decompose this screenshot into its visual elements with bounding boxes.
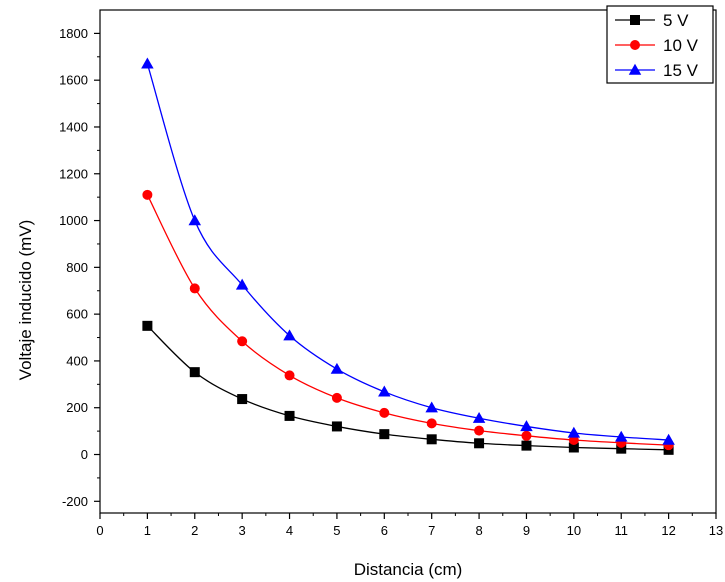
data-point-circle (331, 392, 342, 403)
data-point-square (474, 438, 485, 449)
data-point-triangle (188, 214, 202, 226)
data-point-circle (521, 430, 532, 441)
series-line (146, 325, 669, 451)
x-tick-label: 8 (475, 523, 482, 538)
x-tick-label: 5 (333, 523, 340, 538)
data-point-square (331, 421, 342, 432)
y-tick-label: 1400 (59, 119, 88, 134)
data-point-triangle (330, 362, 344, 374)
y-tick-label: 1600 (59, 73, 88, 88)
series-15v (141, 57, 675, 445)
data-point-triangle (520, 420, 533, 432)
legend-item: 15 V (615, 61, 699, 80)
data-point-square (616, 443, 627, 454)
data-point-triangle (425, 401, 438, 413)
data-point-triangle (662, 433, 675, 445)
data-point-circle (474, 425, 485, 436)
legend-label: 10 V (663, 36, 699, 55)
x-tick-label: 12 (661, 523, 675, 538)
data-point-square (379, 429, 390, 440)
x-tick-label: 7 (428, 523, 435, 538)
x-tick-label: 11 (614, 523, 628, 538)
data-point-square (521, 440, 532, 451)
data-point-triangle (628, 63, 642, 75)
x-tick-label: 0 (96, 523, 103, 538)
data-point-circle (426, 418, 437, 429)
y-tick-label: 200 (66, 400, 88, 415)
legend-item: 5 V (615, 11, 689, 30)
y-tick-label: -200 (62, 494, 88, 509)
data-point-circle (142, 189, 153, 200)
x-tick-label: 3 (239, 523, 246, 538)
legend-item: 10 V (615, 36, 699, 55)
series-10v (142, 189, 674, 451)
data-point-square (189, 367, 200, 378)
x-tick-label: 9 (523, 523, 530, 538)
data-point-square (426, 434, 437, 445)
data-point-circle (284, 370, 295, 381)
data-point-triangle (614, 430, 628, 442)
data-point-square (630, 15, 640, 25)
data-point-triangle (283, 329, 296, 341)
y-tick-label: 400 (66, 353, 88, 368)
y-tick-label: 1000 (59, 213, 88, 228)
y-tick-label: 1800 (59, 26, 88, 41)
data-point-triangle (235, 278, 249, 290)
series-line (146, 63, 669, 441)
data-point-square (568, 442, 579, 453)
series-line (146, 194, 669, 446)
x-tick-label: 13 (709, 523, 723, 538)
x-tick-label: 10 (567, 523, 581, 538)
data-point-square (237, 394, 248, 405)
x-tick-label: 2 (191, 523, 198, 538)
x-tick-label: 1 (144, 523, 151, 538)
x-tick-label: 4 (286, 523, 293, 538)
y-tick-label: 1200 (59, 166, 88, 181)
data-point-circle (379, 407, 390, 418)
data-point-triangle (472, 411, 486, 423)
data-point-triangle (567, 426, 581, 438)
legend: 5 V 10 V 15 V (606, 5, 714, 84)
y-tick-label: 600 (66, 307, 88, 322)
y-tick-label: 0 (81, 447, 88, 462)
data-point-circle (189, 283, 200, 294)
data-point-square (284, 410, 295, 421)
x-tick-label: 6 (381, 523, 388, 538)
x-axis-title: Distancia (cm) (354, 560, 463, 579)
data-point-square (142, 320, 153, 331)
y-axis-title: Voltaje inducido (mV) (16, 220, 35, 381)
data-point-triangle (378, 385, 391, 397)
data-point-circle (237, 336, 248, 347)
series-layer (141, 57, 675, 455)
y-tick-label: 800 (66, 260, 88, 275)
data-point-circle (630, 40, 640, 50)
legend-label: 5 V (663, 11, 689, 30)
legend-label: 15 V (663, 61, 699, 80)
axes: 0 1 2 3 4 5 6 7 8 9 10 11 12 13-200020040060080010001… (59, 9, 723, 538)
data-point-triangle (141, 57, 154, 69)
